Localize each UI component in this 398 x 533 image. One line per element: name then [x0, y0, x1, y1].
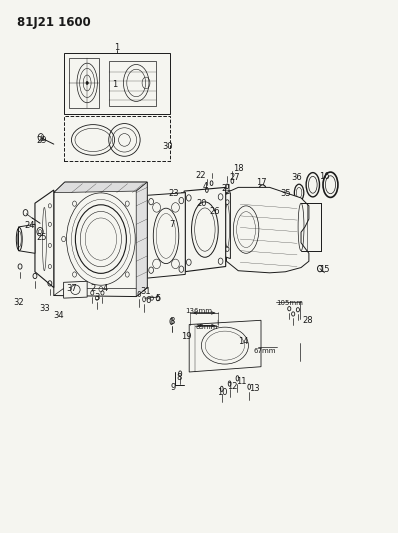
Text: 19: 19 [181, 332, 192, 341]
Polygon shape [64, 281, 87, 298]
Polygon shape [54, 182, 147, 296]
Text: 20: 20 [197, 199, 207, 208]
Text: 22: 22 [196, 171, 206, 180]
Polygon shape [147, 192, 185, 278]
Text: 37: 37 [66, 284, 77, 293]
Text: 30: 30 [162, 142, 173, 151]
Text: 29: 29 [36, 136, 47, 146]
Text: 35: 35 [280, 189, 291, 198]
Polygon shape [18, 224, 35, 253]
Text: 16: 16 [319, 172, 330, 181]
Text: 28: 28 [303, 316, 313, 325]
Polygon shape [226, 188, 309, 273]
Text: 8: 8 [177, 373, 182, 382]
Text: 4: 4 [103, 284, 108, 293]
Text: 5: 5 [155, 294, 160, 303]
Text: 14: 14 [238, 337, 248, 346]
Text: 32: 32 [13, 298, 24, 307]
Polygon shape [189, 320, 261, 372]
Polygon shape [109, 61, 156, 106]
Text: 105mm: 105mm [276, 301, 303, 306]
Text: 21: 21 [221, 184, 232, 193]
Polygon shape [136, 182, 147, 296]
Text: 18: 18 [233, 164, 244, 173]
Text: 7: 7 [170, 220, 175, 229]
Text: 1: 1 [112, 80, 117, 89]
Polygon shape [69, 58, 99, 108]
Text: 81J21 1600: 81J21 1600 [16, 16, 90, 29]
Text: 9: 9 [171, 383, 176, 392]
Text: 17: 17 [256, 177, 267, 187]
Text: 34: 34 [53, 311, 64, 319]
Text: 11: 11 [236, 377, 247, 386]
Text: 25: 25 [37, 233, 47, 242]
Text: 8: 8 [170, 317, 175, 326]
Text: 33: 33 [40, 304, 51, 313]
Text: 36: 36 [292, 173, 302, 182]
Ellipse shape [86, 82, 88, 85]
Polygon shape [222, 192, 230, 259]
Text: 23: 23 [168, 189, 179, 198]
Text: 15: 15 [319, 265, 330, 273]
Polygon shape [35, 190, 54, 288]
Text: 31: 31 [141, 287, 151, 296]
Text: 3: 3 [94, 293, 100, 302]
Text: 136mm: 136mm [185, 308, 213, 314]
Polygon shape [184, 188, 226, 272]
Text: 6: 6 [145, 296, 151, 305]
Bar [64, 53, 170, 114]
Text: 4: 4 [202, 182, 207, 191]
Text: 12: 12 [227, 382, 238, 391]
Text: 1: 1 [114, 43, 119, 52]
Text: 27: 27 [229, 173, 240, 182]
Text: 67mm: 67mm [254, 348, 276, 354]
Polygon shape [181, 191, 185, 271]
Text: 10: 10 [217, 387, 228, 397]
Text: 85mm: 85mm [196, 324, 218, 330]
Text: 2: 2 [90, 284, 96, 293]
Text: 13: 13 [249, 384, 259, 393]
Polygon shape [54, 182, 147, 192]
Text: 26: 26 [209, 207, 220, 216]
Bar [64, 116, 170, 161]
Text: 24: 24 [24, 221, 35, 230]
